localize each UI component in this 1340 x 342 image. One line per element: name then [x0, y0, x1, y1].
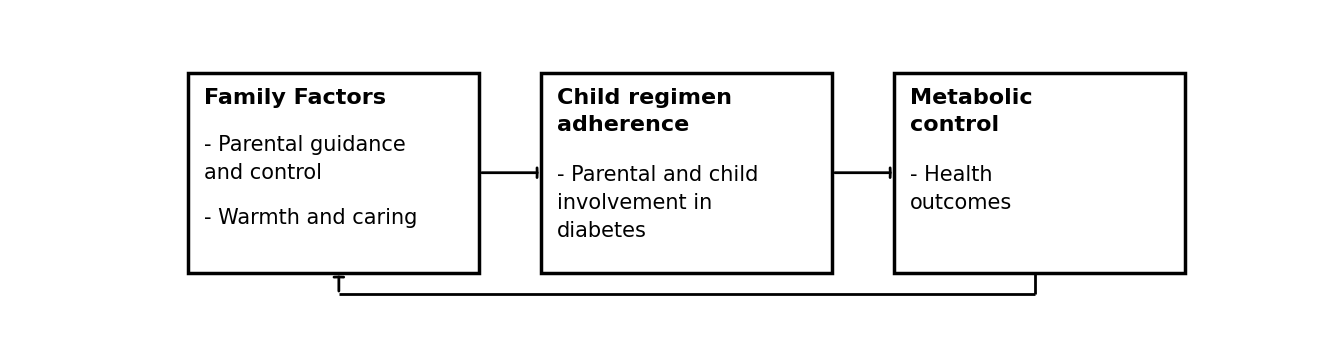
Bar	[541, 73, 832, 273]
Text: - Parental guidance
and control: - Parental guidance and control	[204, 134, 406, 183]
Text: - Parental and child
involvement in
diabetes: - Parental and child involvement in diab…	[557, 165, 758, 241]
Text: - Warmth and caring: - Warmth and caring	[204, 208, 417, 228]
Text: - Health
outcomes: - Health outcomes	[910, 165, 1012, 213]
Text: Family Factors: Family Factors	[204, 89, 386, 108]
Text: Child regimen
adherence: Child regimen adherence	[557, 89, 732, 135]
Bar	[188, 73, 480, 273]
Bar	[895, 73, 1186, 273]
Text: Metabolic
control: Metabolic control	[910, 89, 1033, 135]
